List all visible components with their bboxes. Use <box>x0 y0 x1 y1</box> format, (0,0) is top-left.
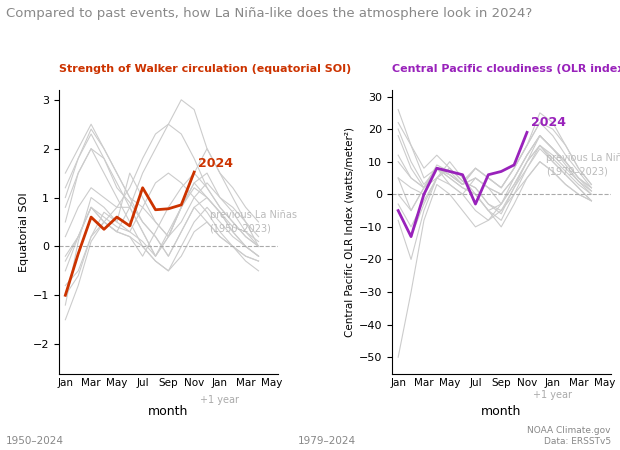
Text: Compared to past events, how La Niña-like does the atmosphere look in 2024?: Compared to past events, how La Niña-lik… <box>6 7 533 20</box>
Text: 2024: 2024 <box>531 116 566 129</box>
X-axis label: month: month <box>148 405 188 418</box>
Text: 1979–2024: 1979–2024 <box>298 436 356 446</box>
Text: +1 year: +1 year <box>533 390 572 400</box>
Y-axis label: Equatorial SOI: Equatorial SOI <box>19 192 29 271</box>
Y-axis label: Central Pacific OLR Index (watts/meter²): Central Pacific OLR Index (watts/meter²) <box>344 127 355 337</box>
Text: previous La Niñas
(1979–2023): previous La Niñas (1979–2023) <box>546 153 620 176</box>
Text: Strength of Walker circulation (equatorial SOI): Strength of Walker circulation (equatori… <box>59 64 351 74</box>
Text: 2024: 2024 <box>198 157 233 170</box>
Text: NOAA Climate.gov
Data: ERSSTv5: NOAA Climate.gov Data: ERSSTv5 <box>527 426 611 446</box>
Text: previous La Niñas
(1950–2023): previous La Niñas (1950–2023) <box>210 210 296 234</box>
Text: 1950–2024: 1950–2024 <box>6 436 64 446</box>
Text: +1 year: +1 year <box>200 396 239 405</box>
Text: Central Pacific cloudiness (OLR index): Central Pacific cloudiness (OLR index) <box>392 64 620 74</box>
X-axis label: month: month <box>481 405 521 418</box>
